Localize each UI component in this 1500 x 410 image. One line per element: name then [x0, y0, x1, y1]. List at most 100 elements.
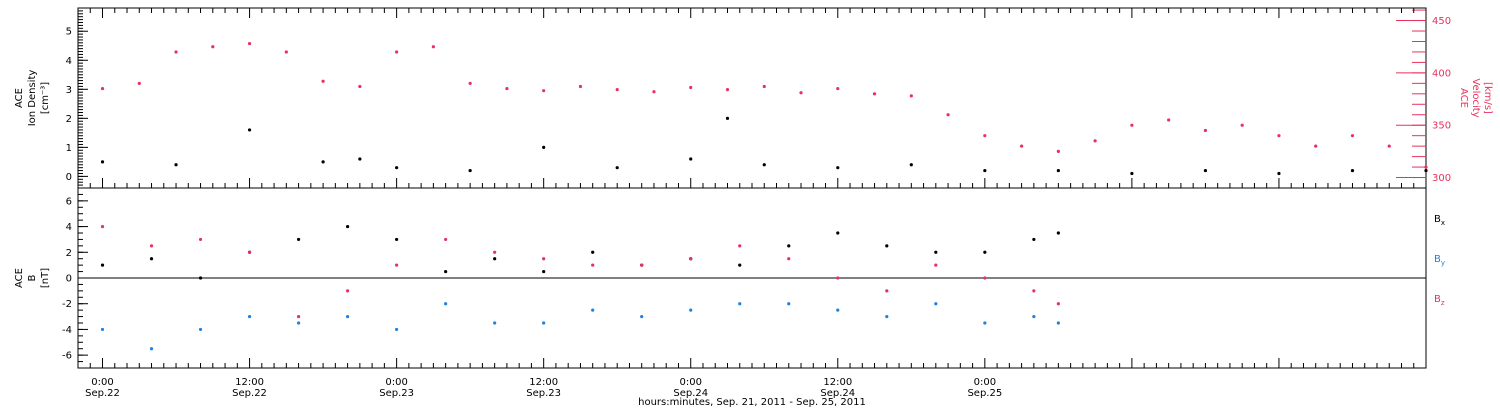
bottom-series-0-point	[934, 250, 938, 254]
bottom-series-2-point	[346, 289, 350, 293]
bottom-series-2-point	[444, 237, 448, 242]
top-left-ylabel-line3: [cm⁻³]	[40, 82, 51, 114]
top-series-0-point	[1056, 168, 1060, 173]
top-series-1-point	[762, 84, 766, 89]
top-series-1-point	[615, 88, 619, 92]
bottom-series-0-point	[346, 224, 350, 229]
bottom-series-2-point	[591, 263, 595, 267]
bottom-series-2-point	[247, 250, 252, 254]
top-series-0-point	[725, 116, 730, 120]
bottom-left-tick-label: 2	[66, 248, 72, 259]
bottom-series-1-point	[591, 308, 595, 312]
top-series-1-point	[1093, 139, 1097, 143]
top-right-tick-label: 350	[1432, 121, 1451, 132]
bottom-series-1-point	[346, 314, 350, 319]
bottom-series-2-point	[983, 276, 987, 280]
top-series-0-point	[1130, 171, 1134, 176]
bottom-series-1-point	[100, 327, 105, 332]
legend-bz: Bz	[1434, 294, 1445, 307]
top-series-0-point	[836, 166, 840, 170]
top-series-1-point	[1314, 144, 1318, 148]
bottom-series-1-point	[689, 308, 693, 312]
bottom-series-1-point	[493, 321, 497, 325]
x-tick-time-label: 12:00	[823, 377, 852, 388]
top-left-tick-label: 3	[66, 85, 72, 96]
x-tick-time-label: 0:00	[679, 377, 701, 388]
top-left-ylabel-line2: Ion Density	[27, 70, 38, 127]
top-series-1-point	[1277, 134, 1281, 138]
bottom-series-1-point	[787, 302, 791, 306]
top-left-tick-label: 1	[66, 143, 72, 154]
top-left-axis: 0 1 2 3 4 5	[66, 7, 88, 189]
bottom-series-0-point	[591, 250, 595, 254]
top-series-0-point	[395, 166, 399, 170]
legend-subscript: x	[1441, 219, 1445, 227]
bottom-series-1-point	[934, 302, 938, 306]
bottom-series-1-point	[247, 314, 252, 319]
bottom-left-tick-label: 6	[66, 196, 72, 207]
bottom-series-2-point	[787, 257, 791, 261]
bottom-series-0-point	[836, 231, 840, 235]
top-data-points	[100, 41, 1428, 176]
x-tick-date-label: Sep.25	[967, 388, 1002, 399]
bottom-data-points	[100, 224, 1060, 351]
top-series-0-point	[542, 145, 546, 149]
top-series-0-point	[1350, 168, 1355, 173]
top-right-tick-label: 400	[1432, 68, 1451, 79]
top-series-0-point	[615, 166, 619, 170]
bottom-series-1-point	[1032, 314, 1036, 319]
top-series-1-point	[358, 84, 362, 89]
top-series-0-point	[468, 168, 472, 173]
top-left-tick-label: 5	[66, 27, 72, 38]
x-tick-date-label: Sep.24	[673, 388, 708, 399]
bottom-series-2-point	[100, 224, 105, 229]
top-series-1-point	[431, 45, 435, 49]
bottom-series-0-point	[296, 237, 301, 242]
top-series-1-point	[1020, 144, 1024, 148]
top-series-1-point	[725, 88, 730, 92]
top-series-1-point	[689, 85, 693, 90]
x-tick-date-label: Sep.22	[232, 388, 267, 399]
top-series-0-point	[247, 128, 252, 132]
top-series-1-point	[100, 86, 105, 91]
bottom-series-2-point	[836, 276, 840, 280]
bottom-series-1-point	[296, 321, 301, 325]
top-right-ylabel-line3: [km/s]	[1482, 82, 1493, 114]
bottom-series-0-point	[787, 244, 791, 248]
bottom-series-2-point	[296, 314, 301, 319]
bottom-series-2-point	[640, 263, 644, 267]
bottom-series-0-point	[493, 257, 497, 261]
bottom-series-1-point	[149, 347, 154, 351]
legend-bx: Bx	[1434, 214, 1445, 227]
top-series-0-point	[1424, 168, 1428, 173]
top-series-0-point	[689, 157, 693, 161]
bottom-series-1-point	[1056, 321, 1060, 325]
bottom-left-tick-label: -6	[62, 351, 72, 362]
bottom-series-1-point	[738, 302, 742, 306]
legend: Bx By Bz	[1434, 214, 1445, 307]
bottom-series-1-point	[395, 327, 399, 332]
top-series-0-point	[1277, 171, 1281, 176]
top-series-1-point	[137, 81, 141, 85]
bottom-series-1-point	[640, 314, 644, 319]
bottom-series-2-point	[198, 237, 203, 242]
bottom-series-0-point	[100, 263, 105, 267]
top-left-ylabel-line1: ACE	[14, 88, 25, 108]
bottom-series-0-point	[198, 276, 203, 280]
top-left-tick-label: 4	[66, 56, 72, 67]
x-axis: 0:00Sep.2212:00Sep.220:00Sep.2312:00Sep.…	[77, 8, 1427, 399]
top-series-1-point	[799, 91, 803, 95]
bottom-ylabel-line3: [nT]	[40, 268, 51, 288]
top-series-1-point	[395, 50, 399, 54]
bottom-series-1-point	[836, 308, 840, 312]
x-tick-date-label: Sep.23	[379, 388, 414, 399]
top-series-1-point	[505, 86, 509, 91]
legend-by: By	[1434, 254, 1445, 267]
bottom-series-2-point	[149, 244, 154, 248]
legend-subscript: z	[1441, 299, 1445, 307]
bottom-series-2-point	[689, 257, 693, 261]
top-series-0-point	[321, 160, 325, 164]
top-series-0-point	[174, 163, 178, 167]
top-series-1-point	[321, 79, 325, 83]
